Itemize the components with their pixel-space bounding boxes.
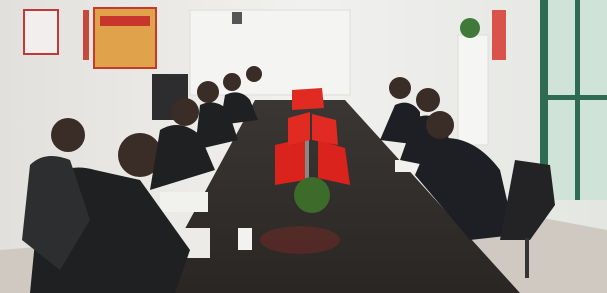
head — [223, 73, 241, 91]
cup — [238, 228, 252, 250]
head — [171, 98, 199, 126]
poster-strip — [492, 10, 506, 60]
notebook — [160, 192, 208, 212]
camera — [232, 12, 242, 24]
poster-banner — [100, 16, 150, 26]
flower-arrangement — [294, 177, 330, 213]
head — [51, 118, 85, 152]
plant — [460, 18, 480, 38]
air-conditioner — [458, 35, 488, 145]
window-frame — [540, 95, 607, 100]
flag — [275, 138, 305, 185]
flag — [292, 88, 324, 110]
reflection — [260, 226, 340, 254]
head — [197, 81, 219, 103]
chair-leg — [525, 238, 529, 278]
head — [426, 111, 454, 139]
meeting-photo — [0, 0, 607, 293]
poster — [24, 10, 58, 54]
poster-strip — [83, 10, 89, 60]
head — [416, 88, 440, 112]
head — [246, 66, 262, 82]
back-wall-panel — [190, 10, 350, 95]
head — [389, 77, 411, 99]
